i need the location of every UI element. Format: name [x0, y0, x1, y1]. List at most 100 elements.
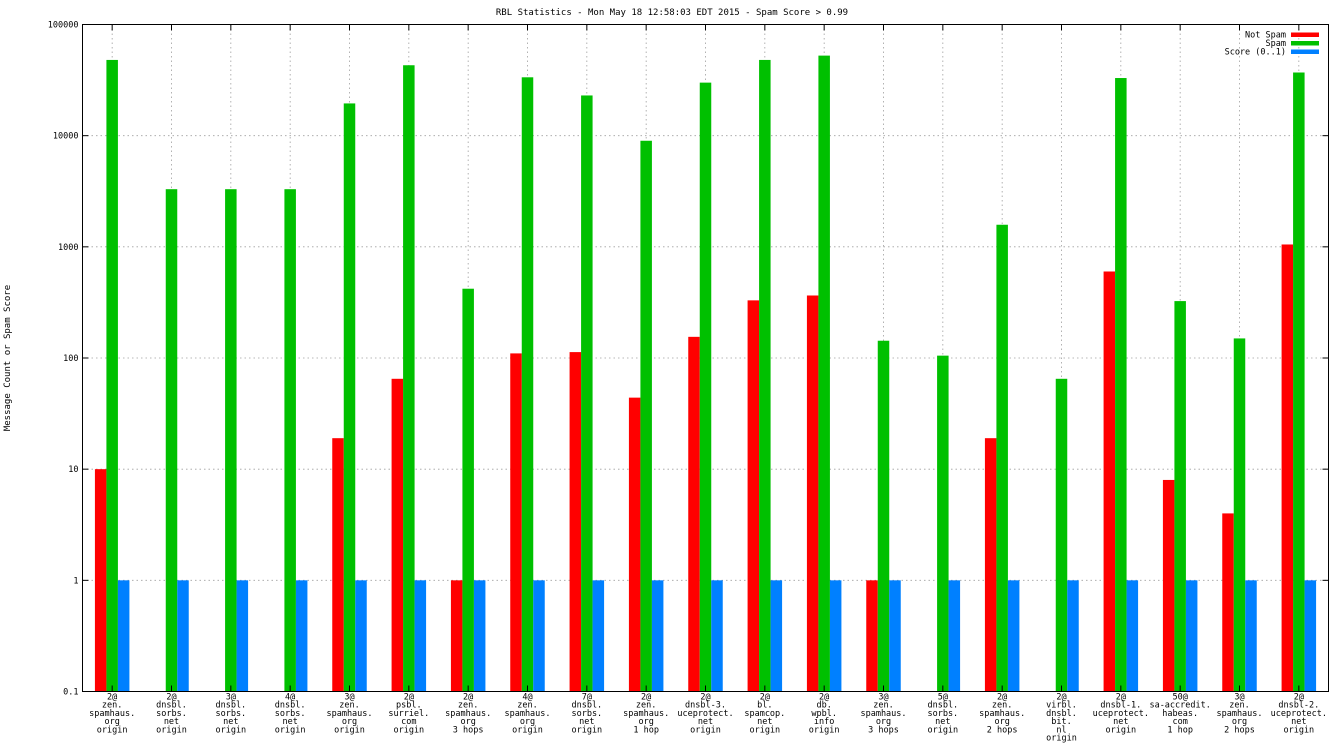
x-category-label-line: sa-accredit. [1149, 701, 1210, 711]
x-category-label-line: 2@ [819, 693, 829, 703]
x-category-label: 2@ zen. spamhaus. org 1 hop [623, 693, 669, 736]
x-category-label-line: sorbs. [215, 709, 246, 719]
bar-spam [403, 65, 415, 692]
bar-score-0-1 [651, 580, 664, 692]
x-category-label-line: dnsbl-2. [1278, 701, 1319, 711]
x-category-label-line: nl [1056, 725, 1066, 735]
bar-score-0-1 [1245, 580, 1257, 692]
bar-not-spam [1103, 271, 1116, 692]
x-category-label-line: origin [749, 725, 780, 735]
x-category-label-line: bit. [1051, 717, 1071, 727]
x-category-label-line: org [460, 717, 475, 727]
bar-not-spam [747, 300, 760, 692]
chart-title: RBL Statistics - Mon May 18 12:58:03 EDT… [496, 8, 848, 18]
x-category-label-line: net [164, 717, 179, 727]
x-category-label: 2@ zen. spamhaus. org 2 hops [979, 693, 1025, 736]
x-category-label: 2@ zen. spamhaus. org origin [89, 693, 135, 736]
bar-score-0-1 [295, 580, 308, 692]
x-category-label-line: sorbs. [927, 709, 958, 719]
bar-score-0-1 [117, 580, 130, 692]
y-tick-label: 1 [73, 576, 78, 586]
x-category-label-line: net [935, 717, 950, 727]
bar-score-0-1 [236, 580, 249, 692]
y-tick-label: 1000 [58, 243, 78, 253]
bar-not-spam [806, 295, 819, 692]
legend-swatch [1291, 49, 1319, 54]
x-category-label: 3@ dnsbl. sorbs. net origin [215, 693, 246, 736]
x-category-label-line: spamhaus. [1216, 709, 1262, 719]
y-tick-label: 0.1 [63, 688, 78, 698]
x-category-label-line: 2@ [463, 693, 473, 703]
bar-not-spam [569, 352, 582, 692]
x-category-label-line: 7@ [582, 693, 592, 703]
bar-spam [759, 59, 771, 692]
bar-spam [343, 103, 356, 692]
bar-not-spam [688, 336, 700, 692]
bar-score-0-1 [711, 580, 723, 692]
x-category-label-line: spamhaus. [445, 709, 491, 719]
x-category-label-line: 3@ [344, 693, 354, 703]
bar-not-spam [1162, 479, 1175, 692]
x-category-label-line: zen. [339, 701, 359, 711]
bar-not-spam [984, 438, 997, 692]
x-category-label-line: 2@ [1294, 693, 1304, 703]
bar-spam [640, 140, 652, 692]
x-category-label-line: net [579, 717, 594, 727]
bar-spam [165, 189, 178, 692]
bar-score-0-1 [177, 580, 189, 692]
x-category-label-line: wpbl. [811, 709, 837, 719]
x-category-label-line: 4@ [522, 693, 532, 703]
x-category-label-line: spamcop. [744, 709, 785, 719]
x-category-label-line: org [104, 717, 119, 727]
x-category-label-line: origin [156, 725, 187, 735]
bar-spam [521, 77, 534, 692]
bar-score-0-1 [948, 580, 961, 692]
legend-label: Score (0..1) [1225, 48, 1286, 58]
bar-not-spam [450, 580, 463, 692]
bar-spam [1174, 301, 1186, 692]
x-category-label-line: dnsbl-1. [1100, 701, 1141, 711]
x-category-label-line: 2@ [641, 693, 651, 703]
bar-spam [818, 55, 830, 692]
bar-score-0-1 [355, 580, 367, 692]
x-category-label-line: spamhaus. [979, 709, 1025, 719]
x-category-label-line: surriel. [388, 709, 429, 719]
bar-spam [1293, 72, 1305, 692]
y-tick-label: 10 [68, 465, 78, 475]
x-category-label-line: 2@ [1116, 693, 1126, 703]
legend-label: Spam [1266, 39, 1286, 49]
x-category-label-line: info [814, 717, 834, 727]
bar-score-0-1 [1007, 580, 1020, 692]
bar-spam [581, 95, 593, 692]
x-category-label: 4@ zen. spamhaus. org origin [504, 693, 550, 736]
bar-spam [284, 189, 296, 692]
x-category-label-line: 2@ [404, 693, 414, 703]
x-category-label-line: origin [334, 725, 365, 735]
x-category-label: 50@ sa-accredit. habeas. com 1 hop [1149, 693, 1210, 736]
x-category-label-line: net [1113, 717, 1128, 727]
x-category-label-line: origin [512, 725, 543, 735]
bar-score-0-1 [414, 580, 427, 692]
x-category-label: 3@ zen. spamhaus. org origin [326, 693, 372, 736]
x-category-label-line: 2@ [760, 693, 770, 703]
x-category-label-line: psbl. [396, 701, 422, 711]
x-category-label-line: spamhaus. [89, 709, 135, 719]
bar-score-0-1 [592, 580, 605, 692]
x-category-label-line: spamhaus. [860, 709, 906, 719]
x-category-label-line: sorbs. [275, 709, 306, 719]
x-category-label-line: origin [393, 725, 424, 735]
x-category-label-line: 1 hop [633, 725, 659, 735]
x-category-label-line: com [1172, 717, 1187, 727]
x-category-label-line: db. [816, 701, 831, 711]
x-category-label-line: zen. [102, 701, 122, 711]
x-category-label-line: zen. [992, 701, 1012, 711]
x-category-label-line: zen. [1229, 701, 1249, 711]
x-category-label-line: org [1232, 717, 1247, 727]
bar-score-0-1 [1185, 580, 1198, 692]
bar-not-spam [866, 580, 878, 692]
bar-spam [1055, 378, 1068, 692]
x-category-label-line: org [876, 717, 891, 727]
x-category-label-line: 3@ [1234, 693, 1244, 703]
